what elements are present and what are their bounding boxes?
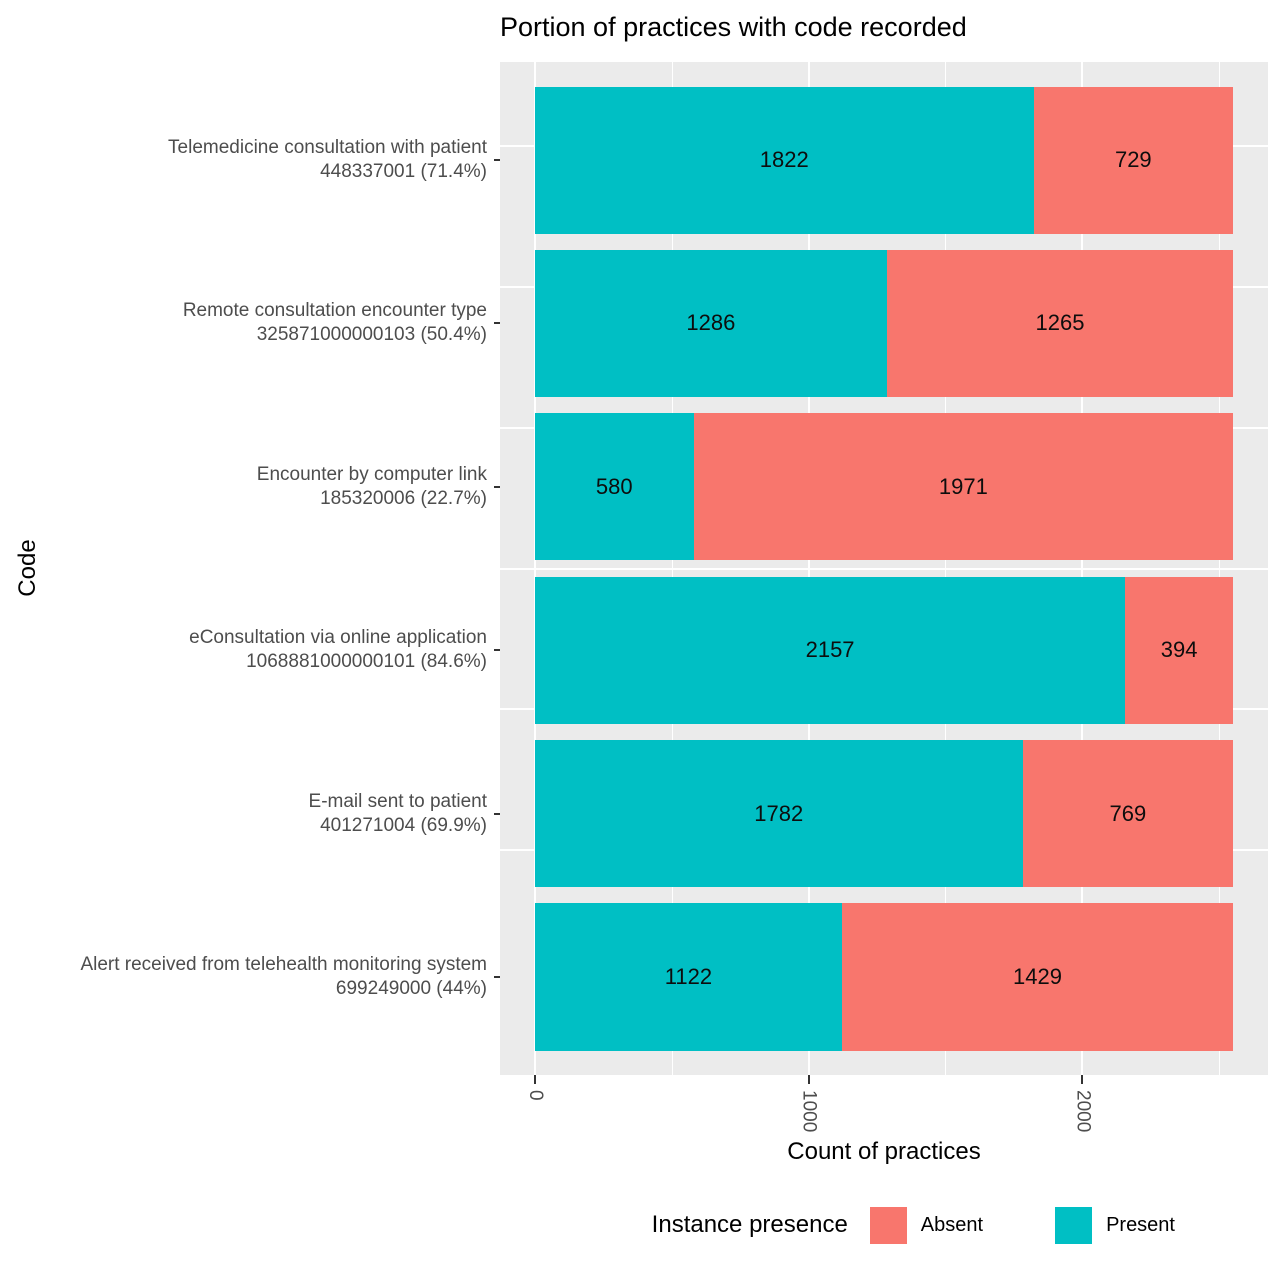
y-axis-row: eConsultation via online application 1068… [0,577,500,724]
bar-value-label: 1822 [759,147,809,173]
legend-item-absent: Absent [869,1206,984,1244]
bar-value-label: 394 [1160,637,1198,663]
bar-segment-present: 580 [534,413,694,561]
x-tick-mark [533,1075,536,1084]
bar-segment-absent: 394 [1125,576,1234,724]
present-swatch [1055,1206,1093,1244]
legend-label-absent: Absent [920,1213,984,1236]
bar-value-label: 769 [1109,800,1147,826]
bar-row: 1822 729 [534,86,1234,234]
y-tick-label: Encounter by computer link 185320006 (22.… [256,463,487,509]
y-tick-mark [494,649,500,652]
x-axis-title: Count of practices [787,1138,981,1165]
bar-segment-present: 1286 [534,249,887,397]
x-axis: 0 1000 2000 [500,1075,1268,1165]
y-tick-label: Alert received from telehealth monitorin… [80,953,487,999]
y-tick-mark [494,485,500,488]
bar-segment-absent: 769 [1022,740,1234,888]
y-tick-mark [494,812,500,815]
bar-value-label: 1122 [664,963,713,989]
y-tick-mark [494,975,500,978]
bar-row: 1782 769 [534,740,1234,888]
bar-segment-present: 1122 [534,903,842,1051]
bars-area: 1822 729 1286 1265 580 1971 2157 394 1782 769 1122… [534,86,1234,1051]
plot-panel: 1822 729 1286 1265 580 1971 2157 394 1782 769 1122… [500,62,1268,1075]
x-tick-mark [1081,1075,1084,1084]
bar-row: 1122 1429 [534,903,1234,1051]
x-tick-label: 1000 [798,1090,820,1133]
y-axis-row: Remote consultation encounter type 325871… [0,250,500,397]
y-axis-row: Telemedicine consultation with patient 44… [0,87,500,234]
bar-value-label: 1265 [1035,310,1085,336]
x-tick-label: 0 [524,1090,546,1101]
bar-segment-absent: 1429 [841,903,1234,1051]
legend-label-present: Present [1106,1213,1175,1236]
bar-value-label: 1971 [938,473,988,499]
y-tick-mark [494,322,500,325]
chart-title: Portion of practices with code recorded [500,12,967,42]
bar-row: 580 1971 [534,413,1234,561]
y-axis-row: Encounter by computer link 185320006 (22.… [0,413,500,560]
legend-title: Instance presence [651,1211,848,1238]
bar-value-label: 580 [595,473,633,499]
gridline-y-3 [500,567,1268,570]
bar-segment-present: 1822 [534,86,1034,234]
y-axis-row: E-mail sent to patient 401271004 (69.9%) [0,740,500,887]
bar-segment-present: 1782 [534,740,1023,888]
bar-segment-present: 2157 [534,576,1126,724]
bar-segment-absent: 1971 [693,413,1234,561]
y-tick-label: E-mail sent to patient 401271004 (69.9%) [308,790,487,836]
y-tick-label: Telemedicine consultation with patient 44… [168,137,487,183]
bar-segment-absent: 729 [1033,86,1234,234]
x-tick-label: 2000 [1072,1090,1094,1133]
y-tick-mark [494,159,500,162]
bar-row: 2157 394 [534,576,1234,724]
x-tick-mark [807,1075,810,1084]
bar-value-label: 2157 [805,637,855,663]
absent-swatch [869,1206,907,1244]
bar-value-label: 1782 [754,800,804,826]
y-tick-label: eConsultation via online application 1068… [189,627,487,673]
legend-item-present: Present [1055,1206,1175,1244]
y-tick-label: Remote consultation encounter type 325871… [182,300,487,346]
bar-value-label: 1286 [686,310,736,336]
bar-value-label: 1429 [1013,963,1062,989]
bar-row: 1286 1265 [534,249,1234,397]
bar-segment-absent: 1265 [886,249,1234,397]
y-axis-row: Alert received from telehealth monitorin… [0,903,500,1050]
y-axis-labels: Telemedicine consultation with patient 44… [0,87,500,1051]
y-axis: Telemedicine consultation with patient 44… [0,62,500,1075]
legend: Instance presence Absent Present [0,1205,1280,1245]
bar-value-label: 729 [1114,147,1152,173]
